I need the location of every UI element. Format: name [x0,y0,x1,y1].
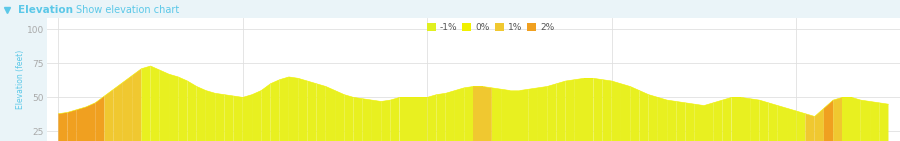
Polygon shape [796,111,806,141]
Polygon shape [814,108,824,141]
Polygon shape [612,81,621,141]
Polygon shape [547,84,556,141]
Polygon shape [658,97,667,141]
Legend: -1%, 0%, 1%, 2%: -1%, 0%, 1%, 2% [427,23,554,32]
Polygon shape [769,103,778,141]
Polygon shape [704,103,713,141]
Polygon shape [482,86,491,141]
Polygon shape [243,95,252,141]
Polygon shape [723,97,732,141]
Polygon shape [621,84,630,141]
Polygon shape [464,86,473,141]
Text: Elevation: Elevation [18,5,73,15]
Polygon shape [584,78,593,141]
Polygon shape [335,91,345,141]
Polygon shape [686,103,695,141]
Polygon shape [565,80,575,141]
Polygon shape [197,86,206,141]
Polygon shape [778,106,787,141]
Polygon shape [630,86,639,141]
Polygon shape [261,84,271,141]
Polygon shape [141,66,150,141]
Polygon shape [224,95,234,141]
Polygon shape [833,97,842,141]
Polygon shape [879,103,888,141]
Polygon shape [363,99,372,141]
Polygon shape [215,93,224,141]
Polygon shape [289,77,298,141]
Polygon shape [713,100,723,141]
Polygon shape [436,93,446,141]
Polygon shape [491,88,501,141]
Polygon shape [132,69,141,141]
Polygon shape [317,84,326,141]
Polygon shape [851,97,860,141]
Polygon shape [676,102,686,141]
Text: Show elevation chart: Show elevation chart [76,5,180,15]
Polygon shape [326,86,335,141]
Polygon shape [750,99,760,141]
Polygon shape [372,100,382,141]
Polygon shape [538,86,547,141]
Polygon shape [206,91,215,141]
Polygon shape [308,81,317,141]
Polygon shape [556,81,565,141]
Polygon shape [58,112,68,141]
Polygon shape [446,91,455,141]
Polygon shape [104,89,113,141]
Polygon shape [76,107,86,141]
Polygon shape [501,89,510,141]
Polygon shape [510,91,519,141]
Polygon shape [391,97,400,141]
Polygon shape [150,66,160,141]
Polygon shape [95,96,104,141]
Polygon shape [732,97,741,141]
Polygon shape [280,77,289,141]
Polygon shape [169,74,178,141]
Polygon shape [252,91,261,141]
Polygon shape [602,80,612,141]
Polygon shape [418,97,427,141]
Polygon shape [428,95,436,141]
Polygon shape [860,100,870,141]
Polygon shape [593,78,602,141]
Polygon shape [787,108,796,141]
Polygon shape [806,114,814,141]
Polygon shape [649,95,658,141]
Polygon shape [870,102,879,141]
Polygon shape [382,100,391,141]
Polygon shape [667,100,676,141]
Polygon shape [234,96,243,141]
Polygon shape [575,78,584,141]
Polygon shape [409,97,419,141]
Polygon shape [824,100,833,141]
Polygon shape [160,70,169,141]
Polygon shape [842,97,851,141]
Polygon shape [519,89,528,141]
Polygon shape [345,95,354,141]
Polygon shape [113,82,123,141]
Polygon shape [473,86,482,141]
Y-axis label: Elevation (feet): Elevation (feet) [16,50,25,109]
Polygon shape [298,78,308,141]
Polygon shape [455,88,464,141]
Polygon shape [68,110,76,141]
Polygon shape [86,103,95,141]
Polygon shape [271,80,280,141]
Polygon shape [178,77,187,141]
Polygon shape [528,88,538,141]
Polygon shape [695,104,704,141]
Polygon shape [187,81,197,141]
Polygon shape [354,97,363,141]
Polygon shape [760,100,769,141]
Polygon shape [400,97,409,141]
Polygon shape [639,91,649,141]
Polygon shape [741,97,750,141]
Polygon shape [123,76,132,141]
